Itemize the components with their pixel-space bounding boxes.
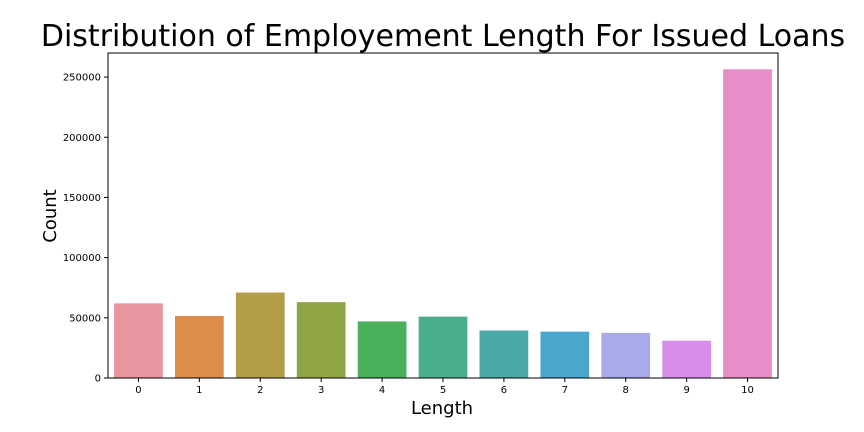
- x-ticks-group: 0 1 2 3 4 5 6 7 8 9 10: [135, 378, 754, 396]
- bars-group: [114, 69, 772, 378]
- bar-7: [540, 331, 590, 378]
- x-tick-label: 10: [741, 385, 754, 396]
- x-tick-label: 0: [135, 385, 141, 396]
- x-tick-label: 6: [501, 385, 507, 396]
- x-tick-label: 9: [683, 385, 689, 396]
- x-tick-label: 5: [440, 385, 446, 396]
- y-tick-label: 50000: [69, 313, 101, 324]
- y-tick-label: 100000: [63, 253, 101, 264]
- bar-3: [296, 302, 346, 378]
- y-tick-label: 150000: [63, 193, 101, 204]
- x-tick-label: 8: [623, 385, 629, 396]
- bar-9: [662, 340, 711, 378]
- bar-0: [114, 303, 163, 378]
- x-tick-label: 3: [318, 385, 324, 396]
- y-tick-label: 0: [95, 374, 101, 385]
- bar-1: [175, 316, 224, 378]
- y-tick-label: 200000: [63, 133, 101, 144]
- plot-frame: [107, 52, 779, 379]
- y-axis-label: Count: [40, 189, 61, 242]
- y-ticks-group: 0 50000 100000 150000 200000 250000: [63, 73, 108, 385]
- bar-4: [357, 321, 407, 378]
- bar-10: [723, 69, 772, 378]
- bar-6: [479, 330, 529, 378]
- x-tick-label: 4: [379, 385, 385, 396]
- x-tick-label: 2: [257, 385, 263, 396]
- x-tick-label: 7: [562, 385, 568, 396]
- x-axis-label: Length: [411, 398, 473, 419]
- y-tick-label: 250000: [63, 73, 101, 84]
- x-tick-label: 1: [196, 385, 202, 396]
- chart-title: Distribution of Employement Length For I…: [41, 19, 845, 54]
- bar-5: [418, 316, 468, 378]
- bar-8: [601, 332, 651, 378]
- bar-2: [235, 292, 285, 378]
